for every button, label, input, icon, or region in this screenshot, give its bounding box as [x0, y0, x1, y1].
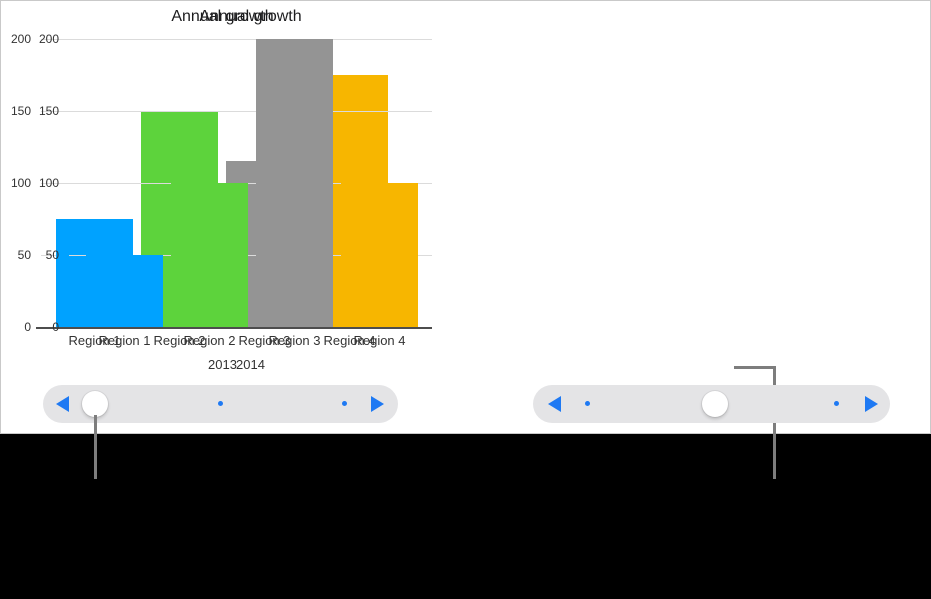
category-label: Region 4	[353, 333, 406, 348]
chart-title: Annual growth	[171, 8, 274, 25]
page-dot[interactable]	[218, 401, 223, 406]
bar-region-3	[256, 39, 333, 327]
slider-thumb[interactable]	[702, 391, 728, 417]
y-tick-label: 50	[17, 248, 31, 262]
chart1-pagination-slider[interactable]	[43, 385, 398, 423]
back-arrow-icon[interactable]	[548, 396, 561, 412]
y-tick-label: 150	[38, 104, 59, 118]
y-tick-label: 0	[52, 320, 59, 334]
back-arrow-icon[interactable]	[56, 396, 69, 412]
y-tick-label: 200	[10, 32, 31, 46]
forward-arrow-icon[interactable]	[371, 396, 384, 412]
x-axis-year-label: 2013	[208, 357, 237, 372]
page-dot[interactable]	[585, 401, 590, 406]
category-label: Region 4	[323, 333, 376, 348]
category-label: Region 3	[238, 333, 291, 348]
bar-chart-2014: Annual growth 200 150 100 50 0 Region 1 Region…	[1, 1, 466, 381]
bar-region-4	[341, 183, 418, 327]
chart-title: Annual growth	[199, 8, 302, 25]
page-dot[interactable]	[342, 401, 347, 406]
y-tick-label: 0	[24, 320, 31, 334]
category-label: Region 3	[268, 333, 321, 348]
y-tick-label: 100	[38, 176, 59, 190]
category-label: Region 2	[183, 333, 236, 348]
page-dot[interactable]	[834, 401, 839, 406]
bar-region-2	[171, 183, 248, 327]
x-axis-year-label: 2014	[236, 357, 265, 372]
y-tick-label: 50	[45, 248, 59, 262]
app-screen-area: Annual growth 200 150 100 50 0 Region 1 Region…	[0, 0, 931, 434]
category-label: Region 1	[98, 333, 151, 348]
y-tick-label: 150	[10, 104, 31, 118]
chart2-pagination-slider[interactable]	[533, 385, 890, 423]
x-axis-line	[64, 327, 432, 329]
category-label: Region 2	[153, 333, 206, 348]
gridline	[69, 111, 432, 112]
y-tick-label: 100	[10, 176, 31, 190]
gridline	[69, 183, 432, 184]
category-label: Region 1	[68, 333, 121, 348]
slider-thumb[interactable]	[82, 391, 108, 417]
gridline	[69, 39, 432, 40]
callout-connector-thumb-vertical	[94, 415, 97, 479]
gridline	[69, 255, 432, 256]
callout-connector-2014-horizontal	[734, 366, 776, 369]
bar-region-1	[86, 255, 163, 327]
y-tick-label: 200	[38, 32, 59, 46]
forward-arrow-icon[interactable]	[865, 396, 878, 412]
